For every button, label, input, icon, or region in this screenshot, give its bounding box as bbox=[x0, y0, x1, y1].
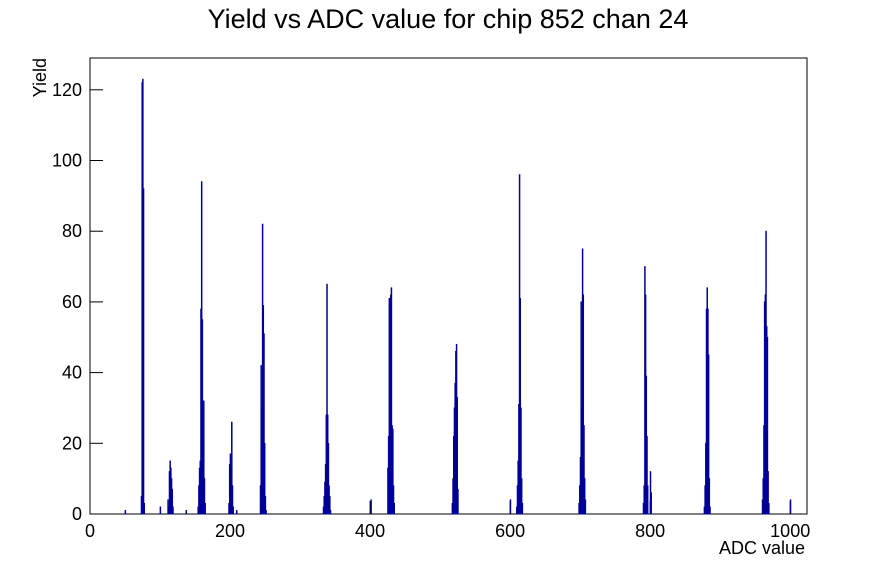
y-tick-label: 60 bbox=[62, 292, 82, 312]
bar bbox=[709, 506, 711, 515]
bar bbox=[646, 485, 649, 515]
bar bbox=[370, 499, 372, 515]
bar bbox=[172, 506, 174, 515]
bar bbox=[143, 502, 146, 515]
y-tick-label: 80 bbox=[62, 221, 82, 241]
y-tick-label: 20 bbox=[62, 433, 82, 453]
x-tick-label: 0 bbox=[85, 521, 95, 541]
bar bbox=[393, 502, 395, 515]
bar bbox=[265, 510, 267, 515]
bar bbox=[232, 506, 234, 515]
y-tick-label: 40 bbox=[62, 363, 82, 383]
y-tick-label: 100 bbox=[52, 151, 82, 171]
bar bbox=[185, 510, 188, 515]
bar bbox=[768, 502, 770, 515]
x-tick-label: 400 bbox=[355, 521, 385, 541]
bar bbox=[329, 510, 332, 515]
bar bbox=[521, 502, 524, 515]
x-tick-label: 200 bbox=[215, 521, 245, 541]
x-tick-label: 1000 bbox=[770, 521, 810, 541]
y-tick-label: 120 bbox=[52, 80, 82, 100]
bar bbox=[457, 488, 459, 515]
x-tick-label: 800 bbox=[635, 521, 665, 541]
bar bbox=[650, 492, 652, 515]
bar bbox=[584, 499, 587, 515]
y-axis-label: Yield bbox=[30, 58, 50, 97]
bar bbox=[142, 188, 145, 515]
plot-frame bbox=[89, 57, 808, 515]
bar bbox=[509, 499, 512, 515]
chart-title: Yield vs ADC value for chip 852 chan 24 bbox=[208, 4, 689, 34]
bar bbox=[204, 502, 206, 515]
bar bbox=[235, 510, 238, 515]
x-tick-label: 600 bbox=[495, 521, 525, 541]
y-tick-label: 0 bbox=[72, 504, 82, 524]
bar bbox=[159, 506, 162, 515]
bar bbox=[789, 499, 792, 515]
bar bbox=[124, 510, 127, 515]
x-axis-label: ADC value bbox=[719, 538, 805, 558]
